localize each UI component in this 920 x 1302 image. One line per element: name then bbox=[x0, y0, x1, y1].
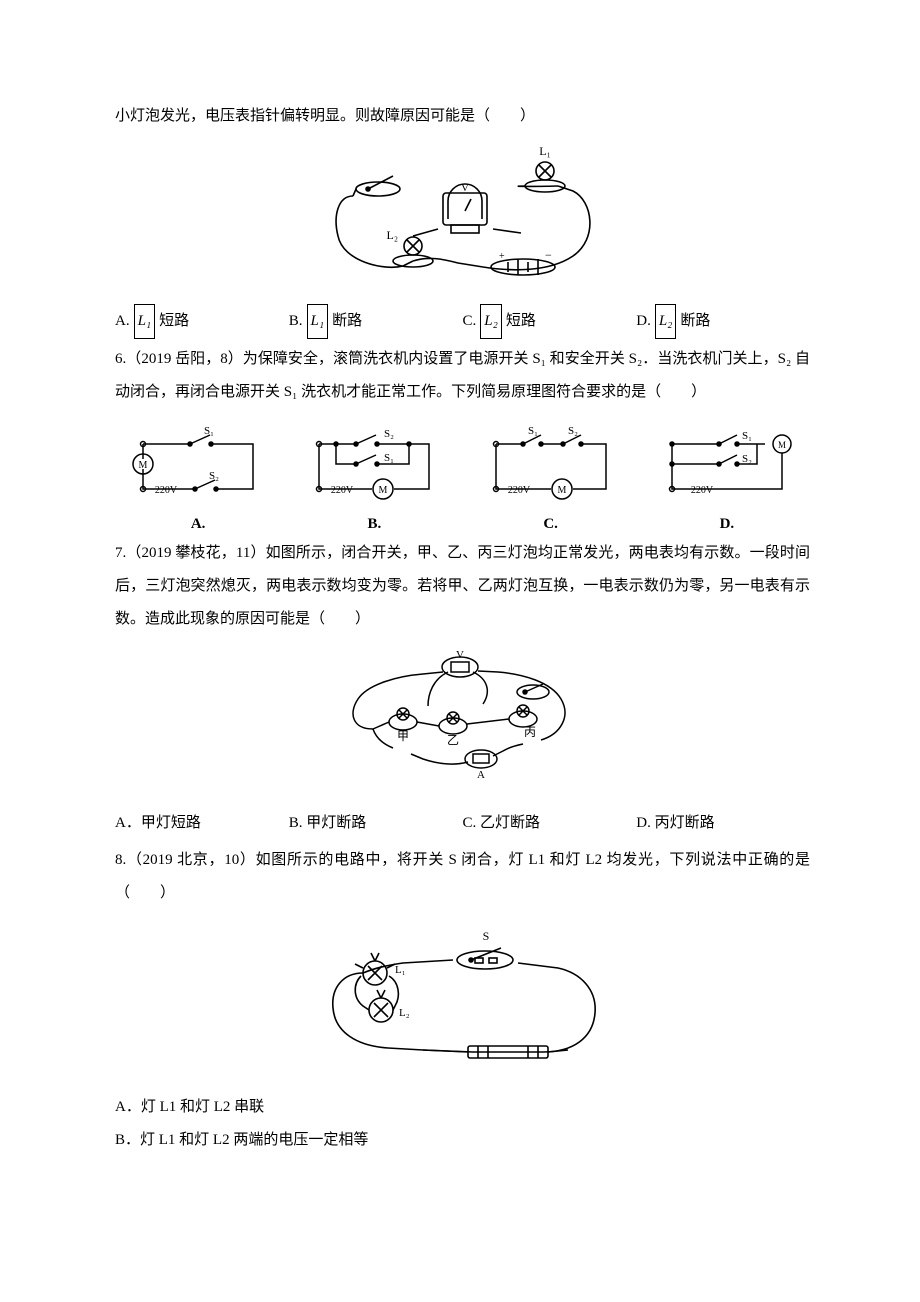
svg-text:M: M bbox=[778, 440, 786, 450]
q5-opt-b: B. L₁断路 bbox=[289, 304, 463, 339]
svg-text:S₂: S₂ bbox=[384, 428, 394, 440]
svg-text:S₂: S₂ bbox=[742, 453, 752, 465]
svg-text:L₂: L₂ bbox=[386, 228, 398, 242]
q5-figure: V + − L₁ L₂ bbox=[115, 141, 810, 296]
svg-text:乙: 乙 bbox=[446, 733, 458, 747]
svg-text:L₁: L₁ bbox=[395, 964, 406, 976]
svg-text:S: S bbox=[482, 929, 489, 943]
svg-text:+: + bbox=[499, 251, 505, 262]
q8-figure: S L₁ L₂ bbox=[115, 918, 810, 1083]
q6-diagram-b: M S₂ S₁ 220V B. bbox=[291, 419, 457, 533]
svg-text:V: V bbox=[461, 182, 469, 194]
q8-text: 8.（2019 北京，10）如图所示的电路中，将开关 S 闭合，灯 L1 和灯 … bbox=[115, 844, 810, 910]
svg-text:S₁: S₁ bbox=[384, 452, 394, 464]
q7-options: A．甲灯短路 B. 甲灯断路 C. 乙灯断路 D. 丙灯断路 bbox=[115, 807, 810, 840]
q5-options: A. L₁短路 B. L₁断路 C. L₂短路 D. L₂断路 bbox=[115, 304, 810, 339]
svg-text:S₁: S₁ bbox=[204, 425, 214, 437]
svg-text:220V: 220V bbox=[331, 485, 354, 496]
q5-intro: 小灯泡发光，电压表指针偏转明显。则故障原因可能是（ ） bbox=[115, 100, 810, 133]
svg-text:220V: 220V bbox=[691, 485, 714, 496]
q8-opt-a: A．灯 L1 和灯 L2 串联 bbox=[115, 1091, 810, 1124]
svg-text:甲: 甲 bbox=[396, 729, 408, 743]
svg-text:丙: 丙 bbox=[523, 725, 535, 739]
svg-text:S₁: S₁ bbox=[528, 425, 538, 437]
q6-diagrams: M S₁ S₂ 220V A. M S₂ S₁ bbox=[115, 419, 810, 533]
svg-text:L₁: L₁ bbox=[539, 144, 551, 158]
q7-opt-d: D. 丙灯断路 bbox=[636, 807, 810, 840]
q6-text: 6.（2019 岳阳，8）为保障安全，滚筒洗衣机内设置了电源开关 S₁ 和安全开… bbox=[115, 343, 810, 409]
q8-opt-b: B．灯 L1 和灯 L2 两端的电压一定相等 bbox=[115, 1124, 810, 1157]
q6-diagram-a: M S₁ S₂ 220V A. bbox=[115, 419, 281, 533]
svg-text:S₂: S₂ bbox=[568, 425, 578, 437]
q7-opt-c: C. 乙灯断路 bbox=[463, 807, 637, 840]
svg-text:M: M bbox=[379, 485, 388, 496]
q6-diagram-c: M S₁ S₂ 220V C. bbox=[468, 419, 634, 533]
svg-text:220V: 220V bbox=[155, 485, 178, 496]
q7-opt-a: A．甲灯短路 bbox=[115, 807, 289, 840]
svg-text:V: V bbox=[456, 649, 464, 661]
svg-text:M: M bbox=[557, 485, 566, 496]
svg-text:L₂: L₂ bbox=[399, 1007, 410, 1019]
q7-figure: V 甲 乙 丙 A bbox=[115, 644, 810, 799]
q7-text: 7.（2019 攀枝花，11）如图所示，闭合开关，甲、乙、丙三灯泡均正常发光，两… bbox=[115, 537, 810, 636]
q6-diagram-d: M S₁ S₂ 220V D. bbox=[644, 419, 810, 533]
svg-text:A: A bbox=[477, 769, 485, 781]
svg-text:S₁: S₁ bbox=[742, 430, 752, 442]
q5-opt-d: D. L₂断路 bbox=[636, 304, 810, 339]
q7-opt-b: B. 甲灯断路 bbox=[289, 807, 463, 840]
svg-text:S₂: S₂ bbox=[209, 470, 219, 482]
q5-opt-a: A. L₁短路 bbox=[115, 304, 289, 339]
q5-opt-c: C. L₂短路 bbox=[463, 304, 637, 339]
svg-text:M: M bbox=[139, 460, 148, 471]
svg-text:−: − bbox=[545, 248, 552, 262]
svg-text:220V: 220V bbox=[508, 485, 531, 496]
